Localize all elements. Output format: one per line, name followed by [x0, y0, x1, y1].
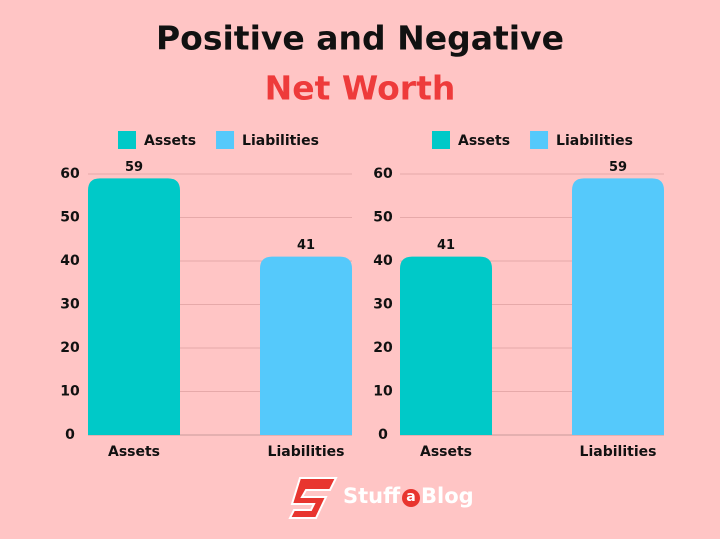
- y-tick-label: 50: [60, 210, 80, 226]
- y-tick-label: 60: [60, 166, 80, 182]
- legend-label: Liabilities: [242, 133, 319, 149]
- value-label: 59: [125, 160, 143, 175]
- bar: [572, 178, 664, 435]
- legend-swatch: [530, 131, 549, 149]
- logo-text: a: [406, 489, 415, 505]
- y-tick-label: 30: [373, 297, 393, 313]
- logo-circle: [402, 489, 420, 507]
- legend-swatch: [118, 131, 136, 149]
- legend-label: Liabilities: [556, 133, 633, 149]
- y-tick-label: 20: [60, 340, 80, 356]
- legend-swatch: [432, 131, 450, 149]
- y-tick-label: 50: [373, 210, 393, 226]
- y-tick-label: 40: [60, 253, 80, 269]
- logo-text: Blog: [421, 484, 474, 508]
- value-label: 59: [609, 160, 627, 175]
- y-tick-label: 0: [378, 427, 388, 443]
- logo-text: Stuff: [343, 484, 401, 508]
- y-tick-label: 20: [373, 340, 393, 356]
- y-tick-label: 10: [373, 384, 393, 400]
- value-label: 41: [437, 238, 455, 253]
- x-tick-label: Assets: [420, 444, 472, 460]
- y-tick-label: 40: [373, 253, 393, 269]
- x-tick-label: Assets: [108, 444, 160, 460]
- subtitle: Net Worth: [265, 69, 456, 108]
- legend-label: Assets: [144, 133, 196, 149]
- x-tick-label: Liabilities: [580, 444, 657, 460]
- legend-label: Assets: [458, 133, 510, 149]
- logo-icon: [288, 477, 338, 519]
- y-tick-label: 0: [65, 427, 75, 443]
- y-tick-label: 10: [60, 384, 80, 400]
- bar: [260, 256, 352, 435]
- bar: [400, 256, 492, 435]
- logo: Stuff a Blog: [288, 477, 474, 519]
- y-tick-label: 30: [60, 297, 80, 313]
- value-label: 41: [297, 238, 315, 253]
- title: Positive and Negative: [156, 19, 564, 58]
- bar: [88, 178, 180, 435]
- x-tick-label: Liabilities: [268, 444, 345, 460]
- y-tick-label: 60: [373, 166, 393, 182]
- legend-swatch: [216, 131, 235, 149]
